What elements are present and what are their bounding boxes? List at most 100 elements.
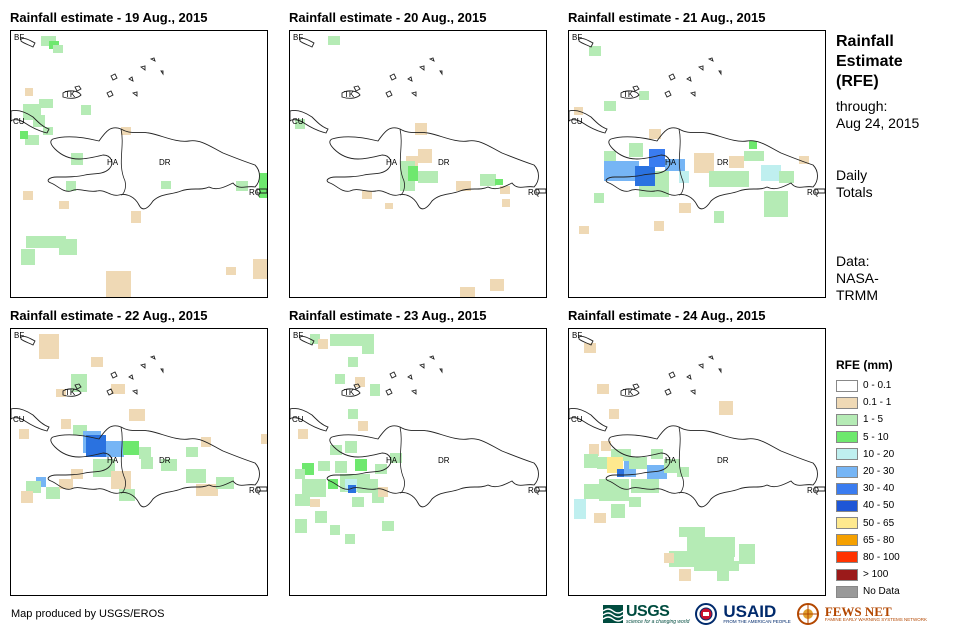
rainfall-cell: [21, 249, 35, 265]
rainfall-cell: [799, 156, 809, 164]
place-label-tk: TK: [623, 90, 634, 99]
map-title-line: Rainfall: [836, 33, 894, 50]
rainfall-cell: [216, 477, 234, 489]
coastline-outline: [11, 408, 50, 432]
rainfall-cell: [295, 519, 307, 533]
rainfall-cell: [345, 534, 355, 544]
place-label-bf: BF: [14, 33, 24, 42]
rainfall-cell: [629, 143, 643, 157]
rainfall-cell: [295, 494, 310, 506]
rainfall-map-svg: BF CU TK HA DR RQ: [290, 331, 546, 544]
usgs-logo: USGS science for a changing world: [603, 603, 690, 625]
place-label-ha: HA: [665, 456, 677, 465]
place-label-cu: CU: [292, 117, 304, 126]
coastline-outline: [664, 355, 722, 396]
place-label-ha: HA: [386, 158, 398, 167]
legend-label: > 100: [863, 569, 889, 581]
legend-label: 0.1 - 1: [863, 397, 892, 409]
rainfall-cell: [677, 467, 689, 477]
rainfall-cell: [139, 447, 151, 459]
map-title-line: Estimate: [836, 53, 903, 70]
rainfall-cell: [370, 384, 380, 396]
coastline-outline: [106, 355, 164, 396]
rainfall-map-svg: BF CU TK HA DR RQ: [11, 331, 267, 508]
place-label-dr: DR: [717, 456, 729, 465]
rainfall-cell: [358, 421, 368, 431]
legend-title: RFE (mm): [836, 358, 893, 372]
rainfall-cell: [345, 441, 357, 453]
legend-swatch: [836, 517, 858, 530]
legend-items: 0 - 0.1 0.1 - 1 1 - 5 5 - 10 10 - 20 20 - 30 3…: [836, 377, 900, 600]
map-title-line: (RFE): [836, 73, 879, 90]
rainfall-cell: [111, 384, 125, 394]
coastline-outline: [256, 486, 267, 492]
coastline-outline: [299, 336, 315, 346]
rainfall-cell: [355, 459, 367, 471]
rainfall-cell: [33, 115, 45, 127]
coastline-outline: [11, 110, 50, 134]
legend-swatch: [836, 585, 858, 598]
rainfall-map-svg: BF CU TK HA DR RQ: [569, 33, 825, 234]
rainfall-cell: [93, 459, 115, 477]
rainfall-cell: [609, 409, 619, 419]
legend-label: 65 - 80: [863, 534, 895, 546]
coastline-outline: [814, 188, 825, 194]
usgs-tagline: science for a changing world: [626, 618, 690, 625]
rainfall-cell: [131, 211, 141, 223]
rainfall-cell: [649, 149, 665, 167]
rainfall-cell: [729, 156, 744, 168]
panel-title: Rainfall estimate - 21 Aug., 2015: [568, 10, 766, 25]
legend-swatch: [836, 499, 858, 512]
rainfall-cell: [418, 171, 438, 183]
rainfall-cell: [490, 279, 504, 291]
rainfall-cell: [664, 553, 674, 563]
rainfall-cell: [382, 521, 394, 531]
legend-row: 0.1 - 1: [836, 394, 900, 411]
rainfall-map-svg: BF CU TK HA DR RQ: [11, 33, 267, 297]
rainfall-cell: [41, 36, 56, 46]
rainfall-cell: [91, 357, 103, 367]
country-border: [120, 128, 126, 196]
rainfall-cell: [66, 181, 76, 191]
rainfall-cell: [574, 499, 586, 519]
coastline-outline: [62, 383, 82, 397]
rainfall-cell: [664, 459, 680, 473]
place-label-dr: DR: [159, 158, 171, 167]
logo-bar: USGS science for a changing world USAID …: [603, 603, 927, 625]
coastline-outline: [256, 188, 267, 194]
legend-swatch: [836, 413, 858, 426]
daily-totals-text: Daily Totals: [836, 167, 873, 201]
rainfall-cell: [761, 165, 781, 181]
rainfall-cell: [53, 45, 63, 53]
place-label-dr: DR: [438, 158, 450, 167]
rainfall-cell: [39, 99, 53, 108]
legend-swatch: [836, 448, 858, 461]
coastline-outline: [535, 486, 546, 492]
legend: RFE (mm) 0 - 0.1 0.1 - 1 1 - 5 5 - 10 10 - 2…: [836, 358, 900, 600]
legend-label: 20 - 30: [863, 466, 895, 478]
rainfall-cell: [654, 221, 664, 231]
rainfall-cell: [635, 166, 655, 186]
rainfall-cell: [25, 135, 39, 145]
legend-row: 80 - 100: [836, 549, 900, 566]
rainfall-cell: [310, 334, 320, 344]
coastline-outline: [620, 383, 640, 397]
rainfall-cell: [639, 91, 649, 100]
rainfall-cell: [599, 479, 629, 501]
rainfall-cell: [597, 384, 609, 394]
rainfall-cell: [59, 239, 77, 255]
data-source-text: Data: NASA- TRMM: [836, 253, 879, 304]
legend-row: 1 - 5: [836, 411, 900, 428]
rainfall-cell: [348, 409, 358, 419]
usaid-tagline: FROM THE AMERICAN PEOPLE: [723, 619, 791, 625]
coastline-outline: [605, 127, 818, 210]
coastline-outline: [814, 486, 825, 492]
rainfall-map-panel: BF CU TK HA DR RQ: [568, 30, 826, 298]
coastline-outline: [620, 85, 640, 99]
coastline-outline: [299, 38, 315, 48]
rainfall-cell: [26, 236, 66, 248]
rainfall-cell: [456, 181, 471, 191]
usaid-wordmark: USAID: [723, 602, 777, 622]
legend-swatch: [836, 534, 858, 547]
rainfall-cell: [330, 525, 340, 535]
